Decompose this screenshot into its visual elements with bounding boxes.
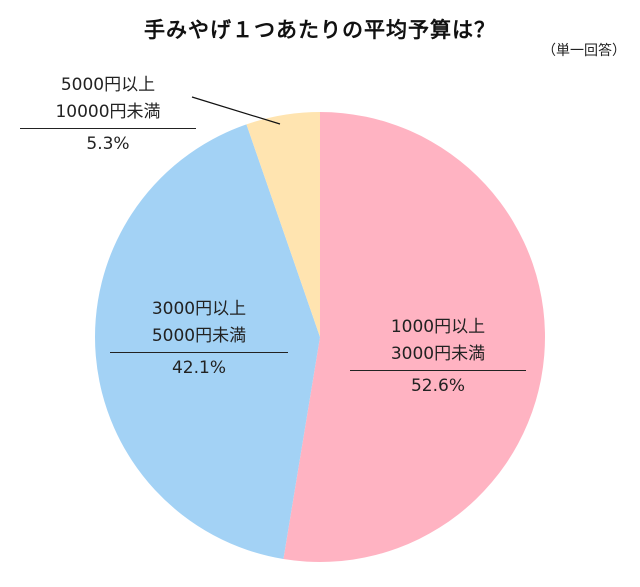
label-line2: 10000円未満 (55, 102, 161, 122)
label-line1: 1000円以上 (390, 317, 486, 337)
slice-5000-10000 (246, 112, 320, 337)
slice-1000-3000 (283, 112, 546, 563)
label-line1: 5000円以上 (60, 75, 156, 95)
label-percent: 5.3% (86, 134, 130, 154)
label-rule (20, 128, 196, 129)
label-rule (110, 352, 288, 353)
chart-subtitle: （単一回答） (542, 43, 626, 59)
leader-line (191, 96, 281, 125)
slice-label-1000-3000: 1000円以上 3000円未満 52.6% (350, 314, 526, 400)
label-rule (350, 370, 526, 371)
label-line2: 5000円未満 (151, 326, 247, 346)
label-line1: 3000円以上 (151, 299, 247, 319)
label-percent: 52.6% (410, 376, 465, 396)
slice-3000-5000 (95, 124, 320, 560)
chart-title: 手みやげ１つあたりの平均予算は？ (144, 18, 496, 42)
slice-label-3000-5000: 3000円以上 5000円未満 42.1% (110, 296, 288, 382)
label-line2: 3000円未満 (390, 344, 486, 364)
label-percent: 42.1% (171, 358, 226, 378)
slice-label-5000-10000: 5000円以上 10000円未満 5.3% (20, 72, 196, 158)
